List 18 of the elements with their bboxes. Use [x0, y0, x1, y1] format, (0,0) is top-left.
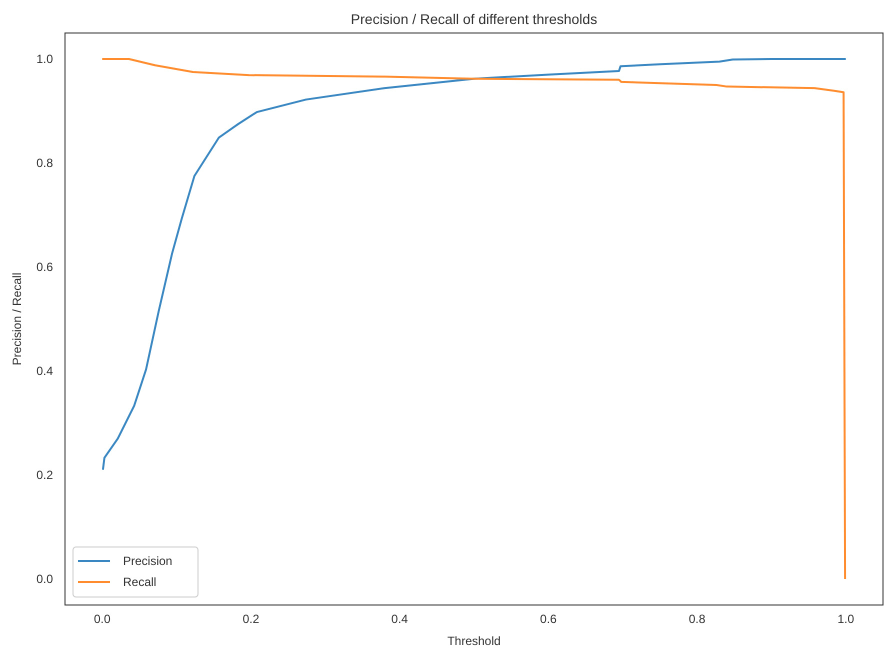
y-tick-label: 0.0 — [36, 572, 54, 586]
x-tick-label: 0.2 — [242, 612, 260, 626]
chart-title: Precision / Recall of different thresholds — [350, 11, 598, 27]
y-tick-label: 0.8 — [36, 156, 54, 170]
x-tick-label: 1.0 — [837, 612, 854, 626]
x-axis-title: Threshold — [447, 634, 501, 648]
x-tick-label: 0.6 — [540, 612, 558, 626]
y-tick-label: 0.4 — [36, 364, 54, 378]
x-tick-label: 0.8 — [688, 612, 706, 626]
y-tick-label: 0.2 — [36, 468, 54, 482]
legend-label: Precision — [123, 554, 172, 568]
x-tick-label: 0.4 — [391, 612, 408, 626]
y-tick-label: 0.6 — [36, 260, 54, 274]
y-axis-title: Precision / Recall — [10, 272, 24, 366]
x-tick-label: 0.0 — [94, 612, 111, 626]
y-tick-label: 1.0 — [36, 52, 54, 66]
line-series — [102, 58, 847, 471]
legend-label: Recall — [123, 575, 156, 589]
